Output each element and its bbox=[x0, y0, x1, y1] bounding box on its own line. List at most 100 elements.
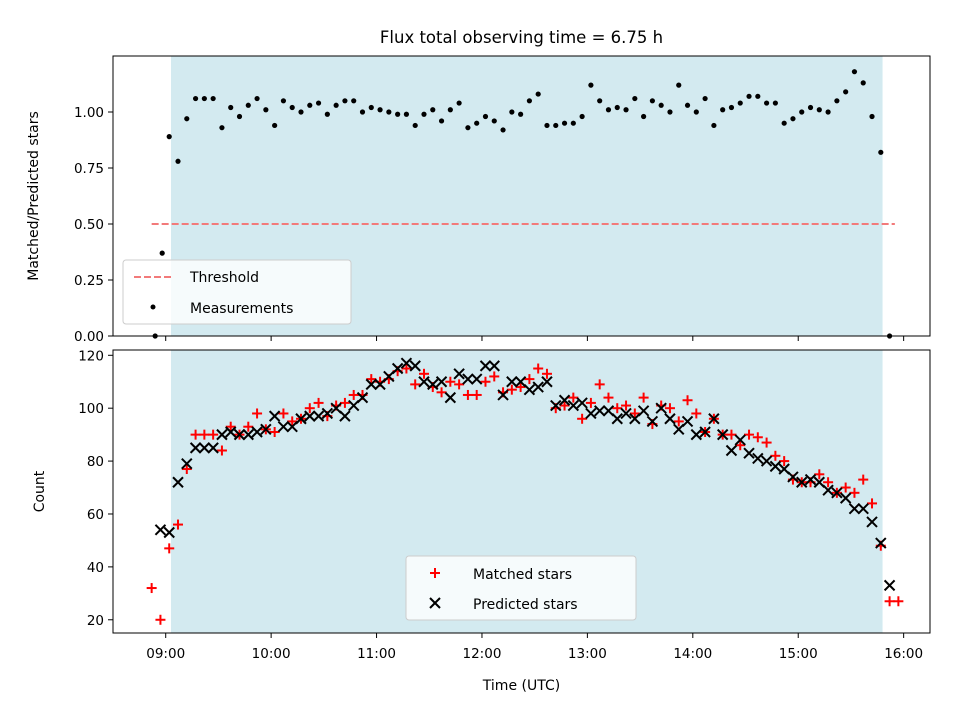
predicted-star-point bbox=[444, 391, 457, 404]
predicted-star-point bbox=[312, 410, 325, 422]
measurement-point bbox=[702, 95, 708, 102]
predicted-star-point bbox=[673, 423, 685, 436]
matched-star-point bbox=[418, 368, 429, 379]
matched-star-point bbox=[278, 408, 289, 419]
top-y-axis-label: Matched/Predicted stars bbox=[26, 111, 42, 281]
measurement-point bbox=[781, 120, 787, 126]
matched-star-point bbox=[410, 379, 421, 390]
matched-star-point bbox=[155, 614, 166, 625]
predicted-star-point bbox=[593, 405, 606, 417]
measurement-point bbox=[755, 93, 761, 99]
measurement-point bbox=[614, 104, 620, 111]
predicted-star-point bbox=[181, 458, 193, 470]
measurement-point bbox=[272, 122, 278, 129]
matched-star-point bbox=[173, 519, 184, 530]
legend-predicted-label: Predicted stars bbox=[473, 597, 578, 613]
measurement-point bbox=[236, 113, 243, 120]
legend-threshold-label: Threshold bbox=[189, 270, 259, 286]
measurement-point bbox=[772, 100, 778, 106]
matched-star-point bbox=[401, 363, 412, 374]
predicted-star-point bbox=[216, 428, 228, 441]
x-tick-label: 10:00 bbox=[252, 646, 291, 662]
matched-star-point bbox=[480, 376, 491, 387]
measurement-point bbox=[192, 95, 199, 102]
x-tick-label: 13:00 bbox=[568, 646, 607, 662]
matched-star-point bbox=[287, 416, 298, 427]
matched-star-point bbox=[348, 389, 359, 400]
measurement-point bbox=[509, 109, 515, 115]
measurement-point bbox=[728, 104, 735, 111]
predicted-star-point bbox=[813, 476, 826, 488]
measurement-point bbox=[807, 104, 814, 111]
predicted-star-point bbox=[348, 399, 360, 412]
predicted-star-point bbox=[883, 579, 896, 592]
measurement-point bbox=[333, 102, 339, 108]
top-legend-box bbox=[122, 259, 352, 325]
predicted-star-point bbox=[470, 373, 483, 385]
matched-star-point bbox=[682, 395, 693, 406]
top-panel: 0.00 0.25 0.50 0.75 1.00 Flux total observin… bbox=[26, 28, 931, 345]
matched-star-point bbox=[454, 379, 465, 390]
measurement-point bbox=[289, 104, 295, 111]
predicted-star-point bbox=[822, 484, 834, 496]
predicted-star-point bbox=[778, 463, 790, 475]
measurement-point bbox=[315, 100, 322, 106]
predicted-star-point bbox=[330, 402, 342, 414]
predicted-star-point bbox=[585, 407, 597, 420]
predicted-star-point bbox=[242, 428, 254, 441]
predicted-star-point bbox=[743, 447, 755, 459]
predicted-star-point bbox=[286, 420, 298, 433]
matched-star-point bbox=[585, 397, 596, 408]
predicted-star-point bbox=[681, 415, 694, 428]
x-tick-label: 12:00 bbox=[463, 646, 502, 662]
matched-star-point bbox=[893, 596, 904, 607]
measurement-point bbox=[175, 158, 181, 164]
predicted-star-point bbox=[225, 426, 237, 438]
predicted-star-point bbox=[567, 399, 580, 412]
legend-predicted-swatch bbox=[429, 597, 441, 609]
measurement-point bbox=[834, 98, 840, 104]
measurement-point bbox=[658, 102, 664, 108]
measurement-point bbox=[851, 69, 858, 75]
predicted-star-point bbox=[725, 444, 738, 457]
predicted-star-point bbox=[365, 378, 377, 391]
measurement-point bbox=[588, 82, 594, 88]
measurement-point bbox=[403, 111, 410, 117]
measurement-point bbox=[544, 122, 550, 129]
predicted-star-point bbox=[418, 376, 430, 388]
top-x-ticks bbox=[165, 336, 905, 341]
measurement-point bbox=[228, 104, 234, 111]
predicted-star-point bbox=[453, 368, 465, 380]
measurement-point bbox=[386, 109, 392, 115]
matched-star-point bbox=[436, 387, 447, 398]
bottom-y-axis-label: Count bbox=[32, 470, 48, 512]
predicted-star-point bbox=[391, 362, 404, 375]
measurement-point bbox=[219, 125, 225, 131]
measurement-point bbox=[166, 134, 172, 140]
measurement-point bbox=[421, 111, 427, 117]
matched-star-point bbox=[779, 456, 790, 467]
x-tick-label: 09:00 bbox=[146, 646, 185, 662]
x-tick-label: 16:00 bbox=[884, 646, 923, 662]
predicted-star-point bbox=[172, 476, 184, 488]
predicted-star-point bbox=[260, 423, 272, 436]
measurement-point bbox=[605, 107, 612, 113]
matched-star-point bbox=[594, 379, 605, 390]
predicted-star-point bbox=[462, 373, 474, 385]
measurement-point bbox=[641, 113, 647, 120]
matched-star-point bbox=[770, 450, 781, 461]
measurement-point bbox=[869, 113, 875, 120]
matched-star-point bbox=[629, 408, 640, 419]
predicted-star-point bbox=[760, 455, 773, 467]
measurement-point bbox=[597, 98, 603, 104]
measurement-point bbox=[456, 100, 462, 106]
matched-star-point bbox=[524, 374, 535, 385]
predicted-star-point bbox=[734, 434, 746, 446]
measurement-point bbox=[535, 91, 541, 97]
measurement-point bbox=[280, 98, 287, 104]
x-axis-label: Time (UTC) bbox=[482, 678, 560, 694]
x-tick-label: 11:00 bbox=[357, 646, 396, 662]
matched-star-point bbox=[559, 400, 570, 411]
matched-star-point bbox=[858, 474, 869, 485]
measurement-point bbox=[518, 111, 524, 117]
